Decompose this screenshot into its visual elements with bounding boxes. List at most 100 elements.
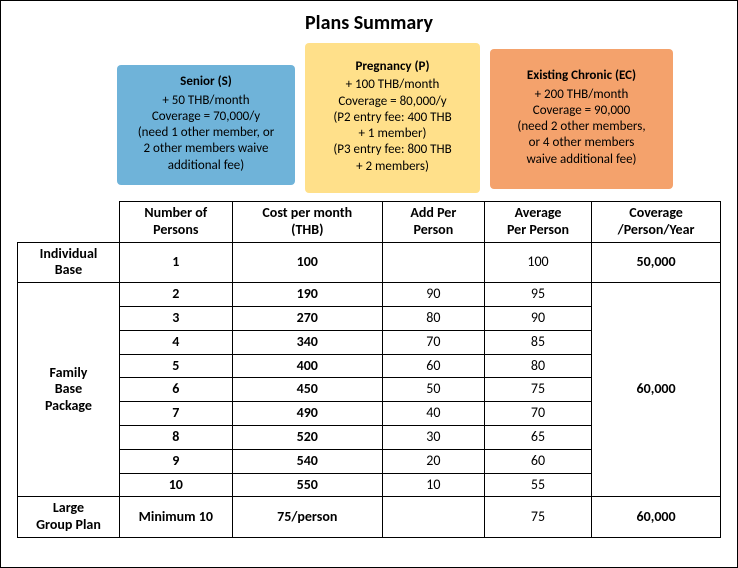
plans-table: Number of Persons Cost per month (THB) A… [17,201,721,538]
cell-fam-add: 60 [382,354,484,378]
card-senior-line: additional fee) [125,158,287,174]
cell-fam-persons: 2 [119,283,232,307]
card-chronic-title: Existing Chronic (EC) [498,68,665,84]
cell-fam-persons: 5 [119,354,232,378]
cell-fam-avg: 55 [484,473,591,497]
header-coverage: Coverage /Person/Year [592,202,721,243]
cell-fam-add: 40 [382,402,484,426]
header-persons-l2: Persons [126,222,226,239]
rowhead-family-l1: Family [24,365,113,382]
cell-fam-avg: 85 [484,330,591,354]
card-chronic-line: Coverage = 90,000 [498,103,665,119]
header-add: Add Per Person [382,202,484,243]
header-avg-l1: Average [491,205,585,222]
rowhead-large-l2: Group Plan [24,517,113,534]
card-senior-line: Coverage = 70,000/y [125,109,287,125]
header-persons: Number of Persons [119,202,232,243]
plans-summary-page: Plans Summary Senior (S) + 50 THB/month … [0,0,738,568]
cell-ind-cov: 50,000 [592,242,721,283]
table-header-row: Number of Persons Cost per month (THB) A… [18,202,721,243]
card-senior-title: Senior (S) [125,74,287,90]
header-cov-l1: Coverage [598,205,714,222]
cell-fam-cost: 190 [232,283,382,307]
cell-large-cost: 75/person [232,497,382,538]
cell-fam-persons: 10 [119,473,232,497]
cell-fam-avg: 60 [484,449,591,473]
cell-fam-avg: 75 [484,378,591,402]
table-row-family: Family Base Package 2 190 90 95 60,000 [18,283,721,307]
page-title: Plans Summary [17,11,721,35]
cell-ind-persons: 1 [119,242,232,283]
cell-ind-cost: 100 [232,242,382,283]
cell-fam-persons: 8 [119,425,232,449]
cell-fam-add: 30 [382,425,484,449]
header-add-l2: Person [389,222,478,239]
header-persons-l1: Number of [126,205,226,222]
card-chronic-line: or 4 other members [498,135,665,151]
cell-fam-cost: 540 [232,449,382,473]
rowhead-individual-l1: Individual [24,246,113,263]
card-chronic: Existing Chronic (EC) + 200 THB/month Co… [490,49,673,189]
cell-fam-add: 20 [382,449,484,473]
card-chronic-line: + 200 THB/month [498,87,665,103]
cell-fam-avg: 65 [484,425,591,449]
cell-fam-avg: 80 [484,354,591,378]
cell-ind-avg: 100 [484,242,591,283]
header-blank [18,202,120,243]
rowhead-large: Large Group Plan [18,497,120,538]
cell-fam-avg: 90 [484,306,591,330]
card-senior-line: (need 1 other member, or [125,125,287,141]
card-chronic-line: waive additional fee) [498,152,665,168]
header-cov-l2: /Person/Year [598,222,714,239]
cell-fam-cost: 450 [232,378,382,402]
card-pregnancy: Pregnancy (P) + 100 THB/month Coverage =… [305,43,480,193]
card-pregnancy-title: Pregnancy (P) [313,59,472,75]
rowhead-family: Family Base Package [18,283,120,497]
cell-ind-add [382,242,484,283]
card-spacer [17,43,117,193]
cell-fam-cost: 400 [232,354,382,378]
cell-fam-cost: 270 [232,306,382,330]
cell-large-avg: 75 [484,497,591,538]
card-pregnancy-line: + 100 THB/month [313,77,472,93]
cell-fam-persons: 7 [119,402,232,426]
card-pregnancy-line: Coverage = 80,000/y [313,94,472,110]
cell-fam-cov: 60,000 [592,283,721,497]
rowhead-family-l2: Base [24,381,113,398]
card-chronic-line: (need 2 other members, [498,119,665,135]
card-senior-line: 2 other members waive [125,141,287,157]
table-row-large: Large Group Plan Minimum 10 75/person 75… [18,497,721,538]
header-cost-l1: Cost per month [239,205,376,222]
cell-fam-persons: 9 [119,449,232,473]
cell-fam-avg: 70 [484,402,591,426]
cell-large-cov: 60,000 [592,497,721,538]
cell-fam-persons: 3 [119,306,232,330]
cell-fam-cost: 490 [232,402,382,426]
rowhead-large-l1: Large [24,500,113,517]
cell-large-add [382,497,484,538]
cell-fam-avg: 95 [484,283,591,307]
card-senior: Senior (S) + 50 THB/month Coverage = 70,… [117,65,295,185]
rowhead-individual-l2: Base [24,262,113,279]
header-avg: Average Per Person [484,202,591,243]
cell-fam-cost: 550 [232,473,382,497]
card-pregnancy-line: (P2 entry fee: 400 THB [313,110,472,126]
card-pregnancy-line: + 2 members) [313,159,472,175]
cell-fam-add: 80 [382,306,484,330]
card-senior-line: + 50 THB/month [125,93,287,109]
card-pregnancy-line: + 1 member) [313,126,472,142]
table-row-individual: Individual Base 1 100 100 50,000 [18,242,721,283]
cell-fam-cost: 520 [232,425,382,449]
cell-fam-add: 90 [382,283,484,307]
rowhead-family-l3: Package [24,398,113,415]
cell-fam-add: 70 [382,330,484,354]
header-cost: Cost per month (THB) [232,202,382,243]
cell-fam-persons: 6 [119,378,232,402]
header-cost-l2: (THB) [239,222,376,239]
cell-fam-cost: 340 [232,330,382,354]
header-add-l1: Add Per [389,205,478,222]
cell-fam-persons: 4 [119,330,232,354]
header-avg-l2: Per Person [491,222,585,239]
cell-fam-add: 50 [382,378,484,402]
rowhead-individual: Individual Base [18,242,120,283]
